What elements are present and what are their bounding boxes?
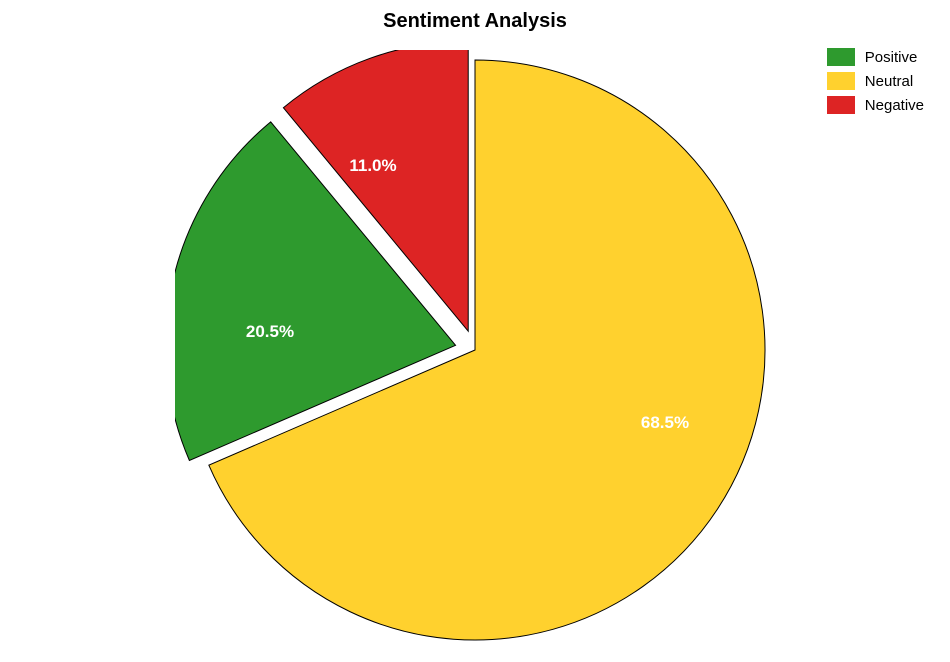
legend-item-neutral: Neutral: [827, 72, 924, 90]
slice-label-positive: 20.5%: [246, 322, 294, 342]
slice-label-neutral: 68.5%: [641, 413, 689, 433]
chart-title: Sentiment Analysis: [383, 10, 567, 33]
pie-svg: [175, 50, 775, 650]
legend: Positive Neutral Negative: [827, 48, 924, 120]
legend-label-neutral: Neutral: [865, 73, 913, 90]
legend-swatch-positive: [827, 48, 855, 66]
legend-item-negative: Negative: [827, 96, 924, 114]
slice-label-negative: 11.0%: [349, 156, 396, 176]
pie-chart: 68.5% 20.5% 11.0%: [175, 50, 775, 650]
legend-item-positive: Positive: [827, 48, 924, 66]
legend-swatch-neutral: [827, 72, 855, 90]
legend-swatch-negative: [827, 96, 855, 114]
legend-label-negative: Negative: [865, 97, 924, 114]
legend-label-positive: Positive: [865, 49, 918, 66]
